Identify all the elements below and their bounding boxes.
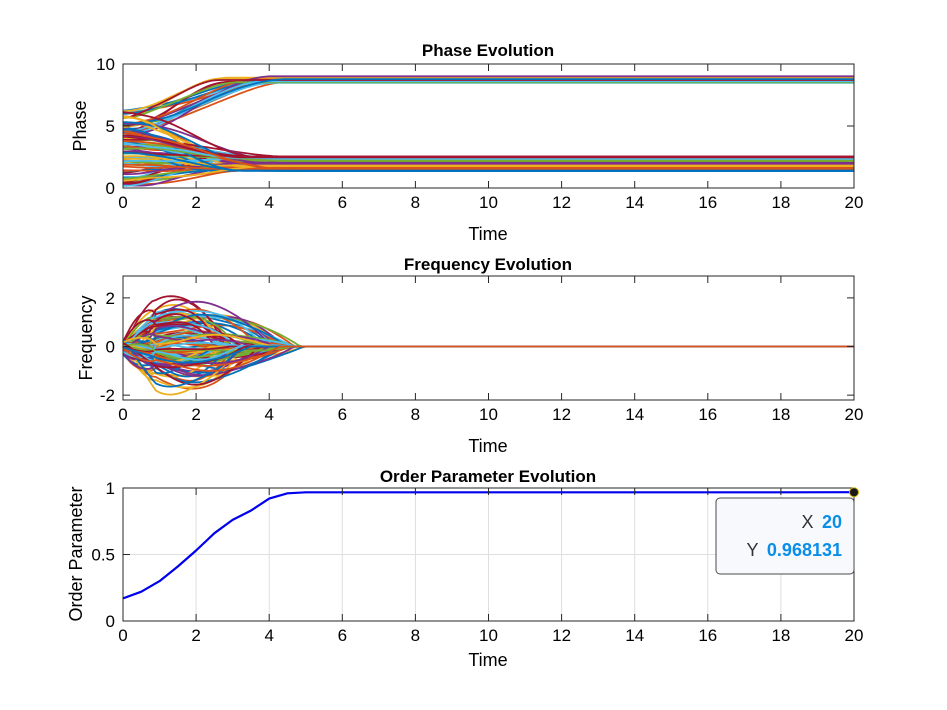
- x-tick-label: 12: [552, 193, 571, 212]
- x-tick-label: 0: [118, 626, 127, 645]
- x-tick-label: 2: [191, 626, 200, 645]
- x-tick-label: 18: [771, 626, 790, 645]
- order-title: Order Parameter Evolution: [380, 467, 596, 486]
- x-tick-label: 6: [338, 626, 347, 645]
- datatip-y-value: 0.968131: [767, 540, 842, 560]
- datatip[interactable]: X 20 Y 0.968131: [715, 487, 859, 575]
- x-tick-label: 20: [845, 193, 864, 212]
- datatip-x-label: X: [802, 512, 814, 532]
- y-tick-label: 0: [106, 612, 115, 631]
- frequency-plot: 0 2 4 6 8 10 12 14 16 18 20-202 Frequency Evolutio…: [76, 255, 863, 456]
- y-tick-label: 5: [106, 117, 115, 136]
- frequency-title: Frequency Evolution: [404, 255, 572, 274]
- phase-ylabel: Phase: [70, 100, 90, 151]
- x-tick-label: 4: [264, 405, 273, 424]
- y-tick-label: 0: [106, 179, 115, 198]
- x-tick-label: 0: [118, 405, 127, 424]
- order-parameter-plot: 0 2 4 6 8 10 12 14 16 18 20 0 0.5 1 Order Parameter E…: [66, 467, 863, 670]
- x-tick-label: 14: [625, 626, 644, 645]
- phase-series-line: [122, 134, 854, 164]
- x-tick-label: 4: [264, 626, 273, 645]
- x-tick-label: 14: [625, 405, 644, 424]
- x-tick-label: 10: [479, 405, 498, 424]
- phase-series-line: [122, 165, 854, 182]
- frequency-ylabel: Frequency: [76, 295, 96, 380]
- x-tick-label: 0: [118, 193, 127, 212]
- x-tick-label: 16: [698, 626, 717, 645]
- phase-series-line: [123, 80, 854, 132]
- phase-series-line: [122, 76, 854, 112]
- y-tick-label: 10: [96, 55, 115, 74]
- frequency-series-line: [122, 345, 854, 372]
- x-tick-label: 8: [411, 626, 420, 645]
- datatip-box: [715, 497, 855, 575]
- datatip-x-row: X 20: [802, 512, 843, 532]
- datatip-x-value: 20: [822, 512, 842, 532]
- phase-plot-frame: [122, 63, 855, 189]
- phase-plot: 0 2 4 6 8 10 12 14 16 18 20 0 5 10 Phase Evolution Ti…: [70, 41, 863, 244]
- phase-xlabel: Time: [468, 224, 507, 244]
- x-tick-label: 20: [845, 405, 864, 424]
- x-tick-label: 18: [771, 193, 790, 212]
- y-tick-label: 1: [106, 479, 115, 498]
- phase-series-line: [123, 147, 854, 162]
- x-tick-label: 10: [479, 626, 498, 645]
- phase-series-line: [122, 132, 854, 170]
- x-tick-label: 6: [338, 405, 347, 424]
- y-tick-label: 0.5: [91, 546, 115, 565]
- datatip-y-row: Y 0.968131: [746, 540, 842, 560]
- datatip-y-label: Y: [746, 540, 758, 560]
- x-tick-label: 18: [771, 405, 790, 424]
- x-tick-label: 2: [191, 193, 200, 212]
- x-tick-label: 16: [698, 193, 717, 212]
- x-tick-label: 2: [191, 405, 200, 424]
- phase-series-line: [123, 151, 854, 172]
- order-ylabel: Order Parameter: [66, 486, 86, 621]
- x-tick-label: 16: [698, 405, 717, 424]
- y-tick-label: 0: [106, 338, 115, 357]
- frequency-plot-area: [123, 276, 854, 400]
- order-ticks: 0 2 4 6 8 10 12 14 16 18 20 0 0.5 1: [91, 479, 863, 645]
- phase-series-group: [122, 75, 854, 187]
- frequency-plot-frame: [122, 275, 855, 401]
- order-xlabel: Time: [468, 650, 507, 670]
- y-tick-label: -2: [100, 386, 115, 405]
- x-tick-label: 8: [411, 405, 420, 424]
- x-tick-label: 12: [552, 626, 571, 645]
- x-tick-label: 12: [552, 405, 571, 424]
- phase-series-line: [122, 134, 854, 159]
- frequency-xlabel: Time: [468, 436, 507, 456]
- x-tick-label: 6: [338, 193, 347, 212]
- x-tick-label: 20: [845, 626, 864, 645]
- x-tick-label: 4: [264, 193, 273, 212]
- x-tick-label: 10: [479, 193, 498, 212]
- phase-title: Phase Evolution: [422, 41, 554, 60]
- x-tick-label: 14: [625, 193, 644, 212]
- phase-series-line: [122, 75, 854, 137]
- y-tick-label: 2: [106, 289, 115, 308]
- frequency-series-group: [122, 295, 854, 396]
- x-tick-label: 8: [411, 193, 420, 212]
- datatip-marker[interactable]: [849, 487, 859, 498]
- phase-series-line: [122, 78, 854, 125]
